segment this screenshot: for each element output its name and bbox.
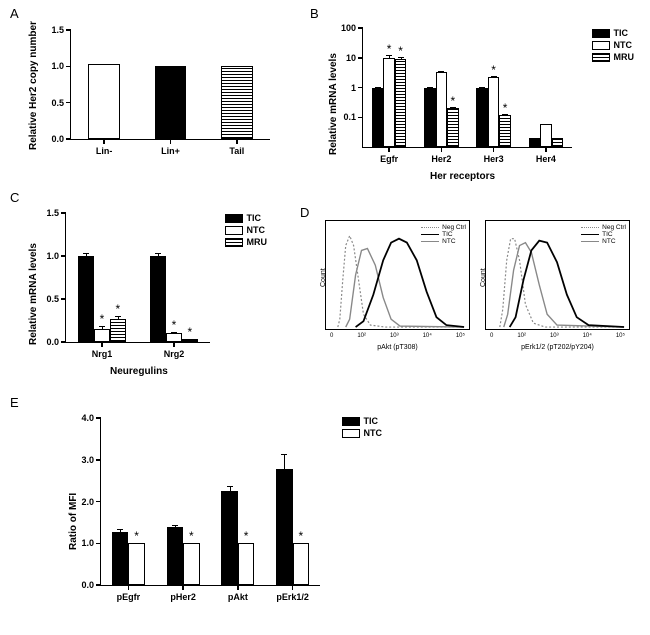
bar (540, 124, 551, 147)
flow-xticks: 010²10³10⁴10⁵ (326, 333, 469, 339)
flow-plot-pakt: Count pAkt (pT308) 010²10³10⁴10⁵ Neg Ctr… (325, 220, 470, 330)
bar (221, 66, 253, 139)
panel-a-ylabel: Relative Her2 copy number (28, 21, 39, 150)
bar (293, 543, 309, 585)
flow-xlabel-perk: pErk1/2 (pT202/pY204) (486, 344, 629, 351)
flow-legend: Neg Ctrl TIC NTC (421, 224, 466, 245)
bar (499, 115, 510, 147)
bar (238, 543, 254, 585)
bar (488, 77, 499, 147)
panel-a-label: A (10, 6, 19, 21)
panel-c-xlabel: Neuregulins (110, 366, 168, 377)
panel-e-label: E (10, 395, 19, 410)
bar (183, 543, 199, 585)
flow-plot-perk: Count pErk1/2 (pT202/pY204) 010²10³10⁴10… (485, 220, 630, 330)
bar (94, 329, 110, 342)
panel-b-xlabel: Her receptors (430, 171, 495, 182)
panel-b-legend: TICNTCMRU (592, 28, 635, 64)
panel-d: Count pAkt (pT308) 010²10³10⁴10⁵ Neg Ctr… (315, 215, 640, 365)
panel-b-label: B (310, 6, 319, 21)
bar (395, 59, 406, 147)
panel-d-label: D (300, 205, 309, 220)
flow-xticks: 010²10³10⁴10⁵ (486, 333, 629, 339)
bar (88, 64, 120, 139)
panel-e-legend: TICNTC (342, 416, 383, 440)
bar (552, 138, 563, 147)
bar (182, 339, 198, 342)
flow-ylabel: Count (480, 268, 487, 287)
bar (155, 66, 187, 139)
flow-legend: Neg Ctrl TIC NTC (581, 224, 626, 245)
panel-e-chart: Ratio of MFI 0.01.02.03.04.0pEgfr*pHer2*… (60, 410, 390, 610)
panel-c-label: C (10, 190, 19, 205)
bar (372, 88, 383, 148)
bar (424, 88, 435, 148)
bar (167, 527, 183, 585)
bar (221, 491, 237, 585)
panel-b-ylabel: Relative mRNA levels (328, 53, 339, 155)
panel-c-chart: Relative mRNA levels 0.00.51.01.5Nrg1**N… (20, 205, 275, 375)
panel-c-ylabel: Relative mRNA levels (28, 243, 39, 345)
panel-e-ylabel: Ratio of MFI (68, 493, 79, 550)
bar (78, 256, 94, 342)
bar (112, 532, 128, 585)
flow-xlabel-pakt: pAkt (pT308) (326, 344, 469, 351)
bar (110, 319, 126, 342)
flow-ylabel: Count (320, 268, 327, 287)
bar (383, 58, 394, 147)
bar (436, 72, 447, 147)
bar (150, 256, 166, 342)
bar (276, 469, 292, 585)
bar (447, 108, 458, 147)
panel-b-chart: Relative mRNA levels 0.1110100Egfr**Her2… (320, 20, 640, 180)
bar (529, 138, 540, 147)
bar (128, 543, 144, 585)
panel-a-chart: Relative Her2 copy number 0.00.51.01.5Li… (20, 20, 280, 165)
panel-c-legend: TICNTCMRU (225, 213, 268, 249)
bar (166, 333, 182, 342)
bar (476, 88, 487, 148)
